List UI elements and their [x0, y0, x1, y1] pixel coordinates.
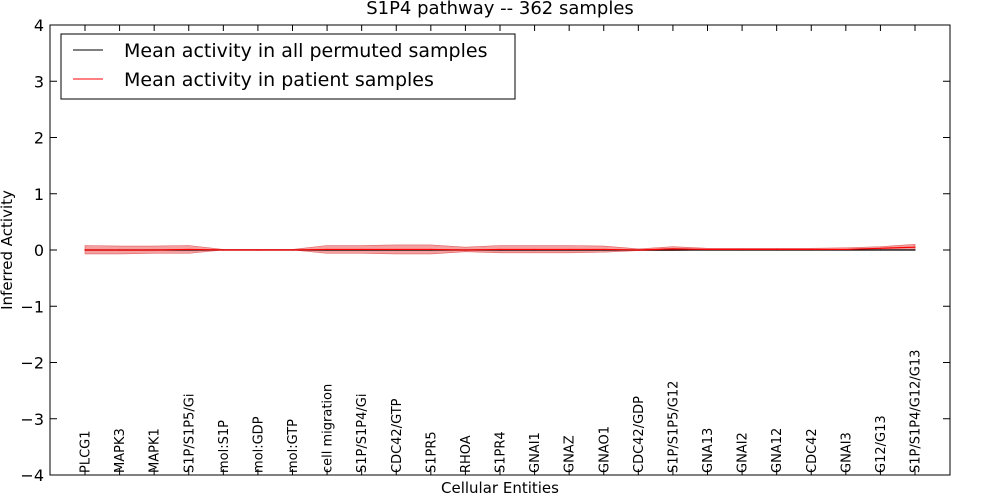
x-category-label: CDC42/GDP: [632, 396, 647, 473]
patient-point-14: [568, 248, 570, 251]
patient-point-1: [118, 249, 121, 251]
x-category-label: mol:GTP: [286, 419, 301, 473]
x-category-label: GNA12: [770, 428, 785, 473]
y-tick-label: 2: [34, 129, 44, 148]
permuted-point-23: [879, 249, 882, 251]
patient-point-0: [84, 249, 86, 251]
x-category-label: GNAI1: [528, 432, 543, 473]
legend-label-patient: Mean activity in patient samples: [124, 69, 434, 91]
series-line-layer: [84, 246, 916, 251]
x-category-label: MAPK1: [148, 428, 163, 473]
x-category-label: mol:GDP: [251, 416, 266, 473]
y-axis: −4 −3 −2 −1 0 1 2 3 4: [20, 16, 950, 485]
x-category-label: S1PR5: [424, 431, 439, 473]
patient-point-4: [222, 249, 224, 251]
patient-point-20: [776, 248, 778, 251]
y-tick-label: −3: [20, 410, 44, 429]
patient-point-2: [153, 249, 155, 251]
y-tick-label: 4: [34, 16, 44, 35]
x-category-label: cell migration: [321, 384, 336, 473]
x-axis: PLCG1 MAPK3 MAPK1 S1P/S1P5/Gi mol:S1P mol:GDP…: [79, 25, 924, 475]
y-tick-label: 3: [34, 72, 44, 91]
permuted-point-17: [672, 249, 674, 251]
x-category-label: GNA13: [701, 428, 716, 473]
patient-point-16: [637, 249, 639, 251]
patient-point-7: [326, 248, 328, 251]
y-tick-label: 1: [34, 185, 44, 204]
y-tick-label: 0: [34, 241, 44, 260]
x-category-label: S1P/S1P4/Gi: [355, 394, 370, 473]
patient-point-8: [361, 248, 363, 251]
x-category-label: MAPK3: [113, 428, 128, 473]
patient-point-13: [533, 248, 536, 251]
x-category-label: RHOA: [459, 435, 474, 473]
patient-point-3: [188, 248, 190, 251]
legend-label-permuted: Mean activity in all permuted samples: [124, 40, 487, 62]
patient-point-19: [741, 248, 743, 251]
legend-box: [60, 33, 516, 100]
patient-point-6: [291, 249, 294, 251]
x-category-label: mol:S1P: [217, 420, 232, 473]
x-category-label: GNAI2: [736, 432, 751, 473]
chart-title: S1P4 pathway -- 362 samples: [366, 0, 634, 19]
patient-point-21: [810, 248, 812, 251]
x-category-label: S1PR4: [494, 431, 509, 473]
y-tick-label: −4: [20, 466, 44, 485]
y-axis-label: Inferred Activity: [0, 190, 16, 310]
y-tick-label: −1: [20, 297, 44, 316]
patient-point-23: [879, 247, 882, 249]
y-tick-label: −2: [20, 354, 44, 373]
x-category-label: GNAZ: [563, 435, 578, 473]
x-category-label: S1P/S1P4/G12/G13: [909, 350, 924, 473]
patient-point-24: [914, 246, 916, 248]
x-category-label: S1P/S1P5/Gi: [182, 394, 197, 473]
patient-point-10: [430, 248, 432, 251]
patient-point-12: [499, 248, 501, 251]
x-axis-label: Cellular Entities: [441, 479, 559, 497]
x-category-label: GNAO1: [597, 426, 612, 473]
patient-point-15: [603, 248, 605, 251]
x-category-label: G12/G13: [874, 415, 889, 473]
permuted-point-24: [914, 249, 916, 251]
x-category-label: S1P/S1P5/G12: [666, 381, 681, 473]
patient-point-5: [257, 249, 259, 251]
patient-point-9: [395, 248, 397, 251]
x-category-label: GNAI3: [839, 432, 854, 473]
patient-point-11: [464, 249, 467, 251]
legend: Mean activity in all permuted samples Me…: [60, 33, 516, 100]
patient-point-17: [672, 248, 674, 250]
x-category-label: PLCG1: [79, 430, 94, 473]
x-category-label: CDC42/GTP: [390, 398, 405, 473]
x-category-label: CDC42: [805, 428, 820, 473]
patient-point-22: [845, 248, 847, 251]
patient-point-18: [706, 248, 709, 251]
